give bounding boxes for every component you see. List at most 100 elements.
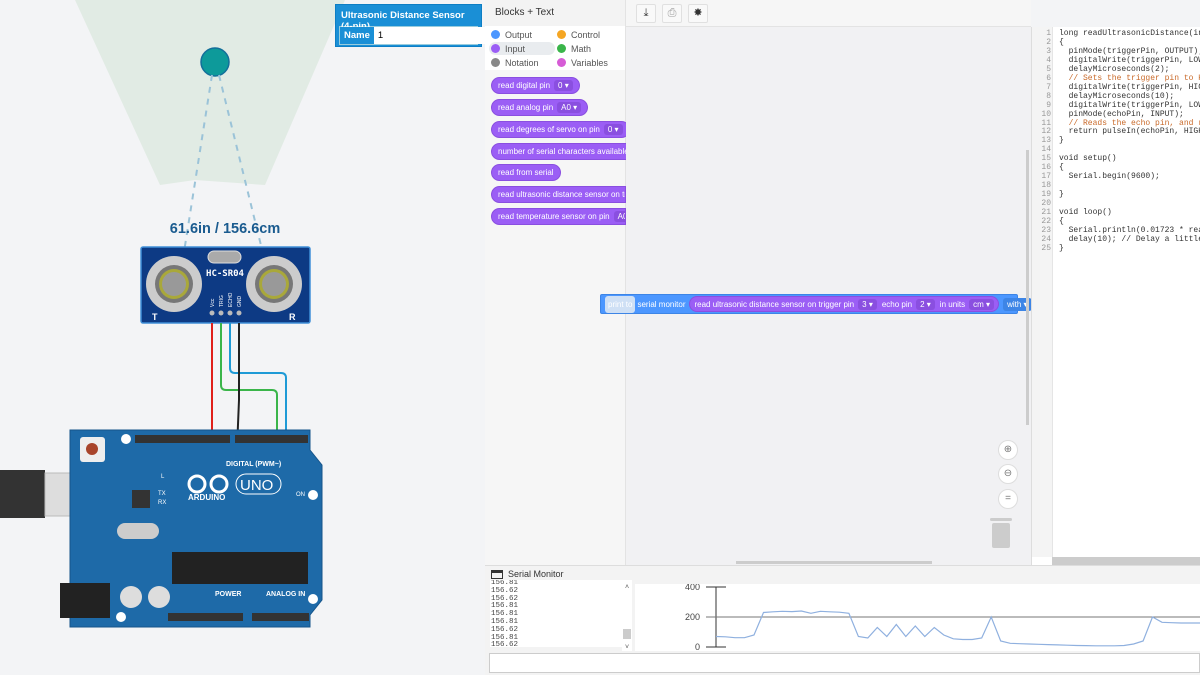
line-number: 10	[1041, 109, 1051, 119]
line-number: 21	[1041, 208, 1051, 217]
line-number: 8	[1046, 91, 1051, 101]
line-number: 5	[1046, 64, 1051, 74]
bug-icon[interactable]: ✸	[688, 4, 708, 23]
block-item[interactable]: number of serial characters available	[491, 143, 636, 160]
serial-line: 156.62	[491, 625, 519, 634]
zoom-fit-icon[interactable]: =	[998, 489, 1018, 509]
category-dot	[491, 58, 500, 67]
print-icon[interactable]: ⎙	[662, 4, 682, 23]
line-number: 12	[1041, 127, 1051, 137]
block-dropdown[interactable]: 0 ▾	[603, 124, 623, 135]
sensor-label: HC-SR04	[206, 269, 245, 279]
line-number: 17	[1041, 172, 1051, 182]
code-line: {	[1059, 37, 1064, 47]
line-number: 13	[1041, 136, 1051, 146]
code-line: pinMode(echoPin, INPUT);	[1059, 109, 1184, 119]
usb-cable	[0, 470, 45, 518]
circuit-canvas[interactable]: HC-SR04 T R Vcc TRIG ECHO GND DIGITAL (P…	[0, 0, 485, 675]
serial-line: 156.81	[491, 633, 519, 642]
units-dropdown[interactable]: cm ▾	[969, 298, 995, 310]
sensor-r-label: R	[289, 312, 296, 322]
block-dropdown[interactable]: A0 ▾	[557, 102, 582, 113]
line-number: 11	[1041, 118, 1051, 128]
download-icon[interactable]: ⤓	[636, 4, 656, 23]
block-item[interactable]: read degrees of servo on pin 0 ▾	[491, 121, 630, 138]
echo-pin-dropdown[interactable]: 2 ▾	[916, 298, 935, 310]
target-object[interactable]	[200, 47, 230, 77]
category-control[interactable]: Control	[555, 28, 621, 41]
code-line: // Sets the trigger pin to HIG	[1059, 73, 1200, 83]
line-number: 19	[1041, 190, 1051, 200]
category-dot	[557, 44, 566, 53]
block-item[interactable]: read ultrasonic distance sensor on trigg…	[491, 186, 626, 203]
serial-plot: 0 200 400	[635, 582, 1200, 652]
line-number: 16	[1041, 163, 1051, 173]
newline-dropdown[interactable]: with ▾	[1003, 297, 1032, 311]
code-mode-dropdown[interactable]: Blocks + Text	[485, 0, 625, 26]
analog-label: ANALOG IN	[266, 591, 305, 598]
l-label: L	[161, 474, 165, 480]
line-number: 24	[1041, 234, 1051, 244]
sensor-pin-vcc-label: Vcc	[210, 298, 216, 307]
line-number: 22	[1041, 216, 1051, 226]
serial-input[interactable]	[489, 653, 1200, 673]
code-line: }	[1059, 190, 1064, 200]
blocks-workspace[interactable]: ⤓ ⎙ ✸ print to serial monitor read ultra…	[600, 0, 1065, 565]
horizontal-scrollbar[interactable]	[736, 561, 932, 564]
line-number: 15	[1041, 154, 1051, 164]
code-line: delayMicroseconds(10);	[1059, 91, 1175, 101]
serial-monitor: Serial Monitor 156.81 156.62 156.62 156.81 1…	[485, 565, 1200, 675]
sensor-pin-echo-label: ECHO	[228, 292, 234, 307]
zoom-out-icon[interactable]: ⊖	[998, 464, 1018, 484]
serial-line: 156.81	[491, 617, 519, 626]
line-number: 20	[1041, 199, 1051, 209]
print-serial-block[interactable]: print to serial monitor read ultrasonic …	[600, 294, 1065, 314]
block-item[interactable]: read from serial	[491, 164, 561, 181]
block-item[interactable]: read analog pin A0 ▾	[491, 99, 589, 116]
y-tick-label: 200	[685, 612, 700, 622]
trash-icon[interactable]	[990, 518, 1012, 548]
on-label: ON	[296, 492, 305, 498]
code-line: Serial.println(0.01723 * readU	[1059, 225, 1200, 235]
y-tick-label: 0	[695, 642, 700, 651]
code-line: return pulseIn(echoPin, HIGH);	[1059, 127, 1200, 137]
category-input[interactable]: Input	[489, 42, 555, 55]
sensor-t-label: T	[152, 312, 158, 322]
digital-label: DIGITAL (PWM~)	[226, 461, 281, 468]
code-line: delay(10); // Delay a little b	[1059, 234, 1200, 244]
line-number: 1	[1046, 29, 1051, 38]
ultrasonic-sensor[interactable]: HC-SR04 T R Vcc TRIG ECHO GND	[140, 246, 311, 324]
zoom-in-icon[interactable]: ⊕	[998, 440, 1018, 460]
trigger-pin-dropdown[interactable]: 3 ▾	[858, 298, 877, 310]
line-number: 3	[1046, 46, 1051, 56]
blocks-panel: Blocks + Text Output Control Input Math Nota…	[485, 0, 636, 565]
vertical-scrollbar[interactable]	[1026, 150, 1029, 425]
serial-line: 156.62	[491, 641, 519, 647]
distance-readout: 61.6in / 156.6cm	[169, 221, 281, 237]
serial-monitor-icon	[491, 570, 503, 579]
wire-echo	[229, 323, 287, 440]
code-horizontal-scrollbar[interactable]	[1052, 557, 1200, 565]
block-dropdown[interactable]: 0 ▾	[554, 80, 573, 91]
category-output[interactable]: Output	[489, 28, 555, 41]
category-math[interactable]: Math	[555, 42, 621, 55]
category-variables[interactable]: Variables	[555, 56, 621, 69]
ultrasonic-read-block[interactable]: read ultrasonic distance sensor on trigg…	[689, 296, 1000, 312]
line-number: 2	[1046, 37, 1051, 47]
tx-label: TX	[158, 491, 166, 497]
power-label: POWER	[215, 591, 241, 598]
block-dropdown[interactable]: A0 ▾	[613, 211, 625, 222]
serial-line: 156.62	[491, 586, 519, 595]
serial-monitor-title: Serial Monitor	[508, 569, 564, 579]
arduino-uno[interactable]: DIGITAL (PWM~) ARDUINO UNO ON L TX RX PO…	[0, 429, 323, 628]
block-item[interactable]: read digital pin 0 ▾	[491, 77, 580, 94]
code-line: delayMicroseconds(2);	[1059, 64, 1170, 74]
serial-line: 156.81	[491, 580, 519, 587]
code-line: }	[1059, 136, 1064, 146]
serial-scrollbar[interactable]: ˄ ˅	[622, 584, 632, 651]
category-notation[interactable]: Notation	[489, 56, 555, 69]
category-dot	[557, 58, 566, 67]
code-editor[interactable]: 1 long readUltrasonicDistance(int 2 {3 pinM…	[1031, 27, 1200, 565]
name-input[interactable]	[373, 27, 485, 44]
